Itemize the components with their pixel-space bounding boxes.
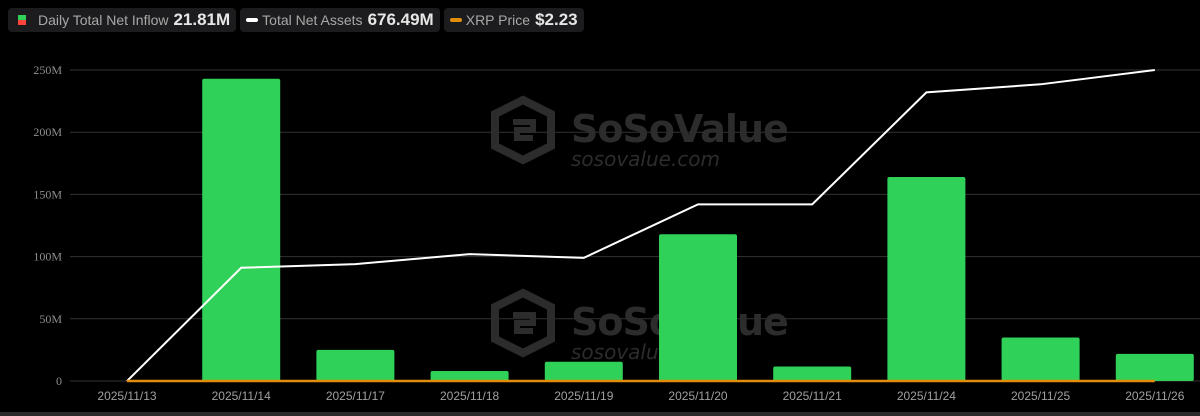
inflow-bar[interactable] [887,176,966,381]
inflow-bar[interactable] [1001,337,1080,381]
inflow-bar[interactable] [773,366,852,381]
inflow-bar[interactable] [202,78,281,381]
inflow-bar[interactable] [1115,353,1194,381]
legend-value: 21.81M [173,10,231,29]
y-tick-label: 200M [33,125,62,139]
x-axis: 2025/11/13 2025/11/14 2025/11/17 2025/11/18… [97,389,1184,403]
legend-label: Total Net Assets [262,12,363,28]
x-tick-label: 2025/11/25 [1011,389,1070,403]
line-series [126,69,1155,383]
inflow-bar[interactable] [544,361,623,381]
bar-series [202,78,1194,381]
x-tick-label: 2025/11/13 [97,389,156,403]
chart-legend: Daily Total Net Inflow 21.81M Total Net … [8,8,584,32]
x-tick-label: 2025/11/18 [440,389,499,403]
y-tick-label: 150M [33,187,62,201]
legend-value: 676.49M [367,10,434,29]
x-tick-label: 2025/11/14 [212,389,271,403]
y-tick-label: 0 [56,374,62,388]
inflow-bar[interactable] [659,234,737,381]
legend-item-inflow[interactable]: Daily Total Net Inflow 21.81M [8,8,237,32]
x-tick-label: 2025/11/21 [783,389,842,403]
x-tick-label: 2025/11/26 [1125,389,1184,403]
line-swatch-icon [449,18,462,22]
inflow-swatch-icon [18,15,26,25]
x-tick-label: 2025/11/20 [668,389,727,403]
line-swatch-icon [246,18,259,22]
x-tick-label: 2025/11/24 [897,389,956,403]
legend-item-net-assets[interactable]: Total Net Assets 676.49M [240,8,440,32]
inflow-bar[interactable] [316,349,395,381]
inflow-bar[interactable] [430,371,509,381]
legend-item-xrp-price[interactable]: XRP Price $2.23 [443,8,584,32]
x-tick-label: 2025/11/17 [326,389,385,403]
svg-text:sosovalue.com: sosovalue.com [571,147,720,171]
legend-label: XRP Price [465,12,531,28]
bottom-divider [0,412,1200,416]
watermark: SoSoValuesosovalue.comSoSoValuesosovalue… [491,95,789,364]
y-tick-label: 100M [33,250,62,264]
legend-label: Daily Total Net Inflow [38,12,169,28]
svg-text:SoSoValue: SoSoValue [571,107,788,151]
y-tick-label: 50M [39,312,62,326]
net-assets-line[interactable] [126,69,1155,382]
y-axis: 0 50M 100M 150M 200M 250M [33,63,62,388]
legend-value: $2.23 [535,10,578,29]
y-tick-label: 250M [33,63,62,77]
x-tick-label: 2025/11/19 [554,389,613,403]
